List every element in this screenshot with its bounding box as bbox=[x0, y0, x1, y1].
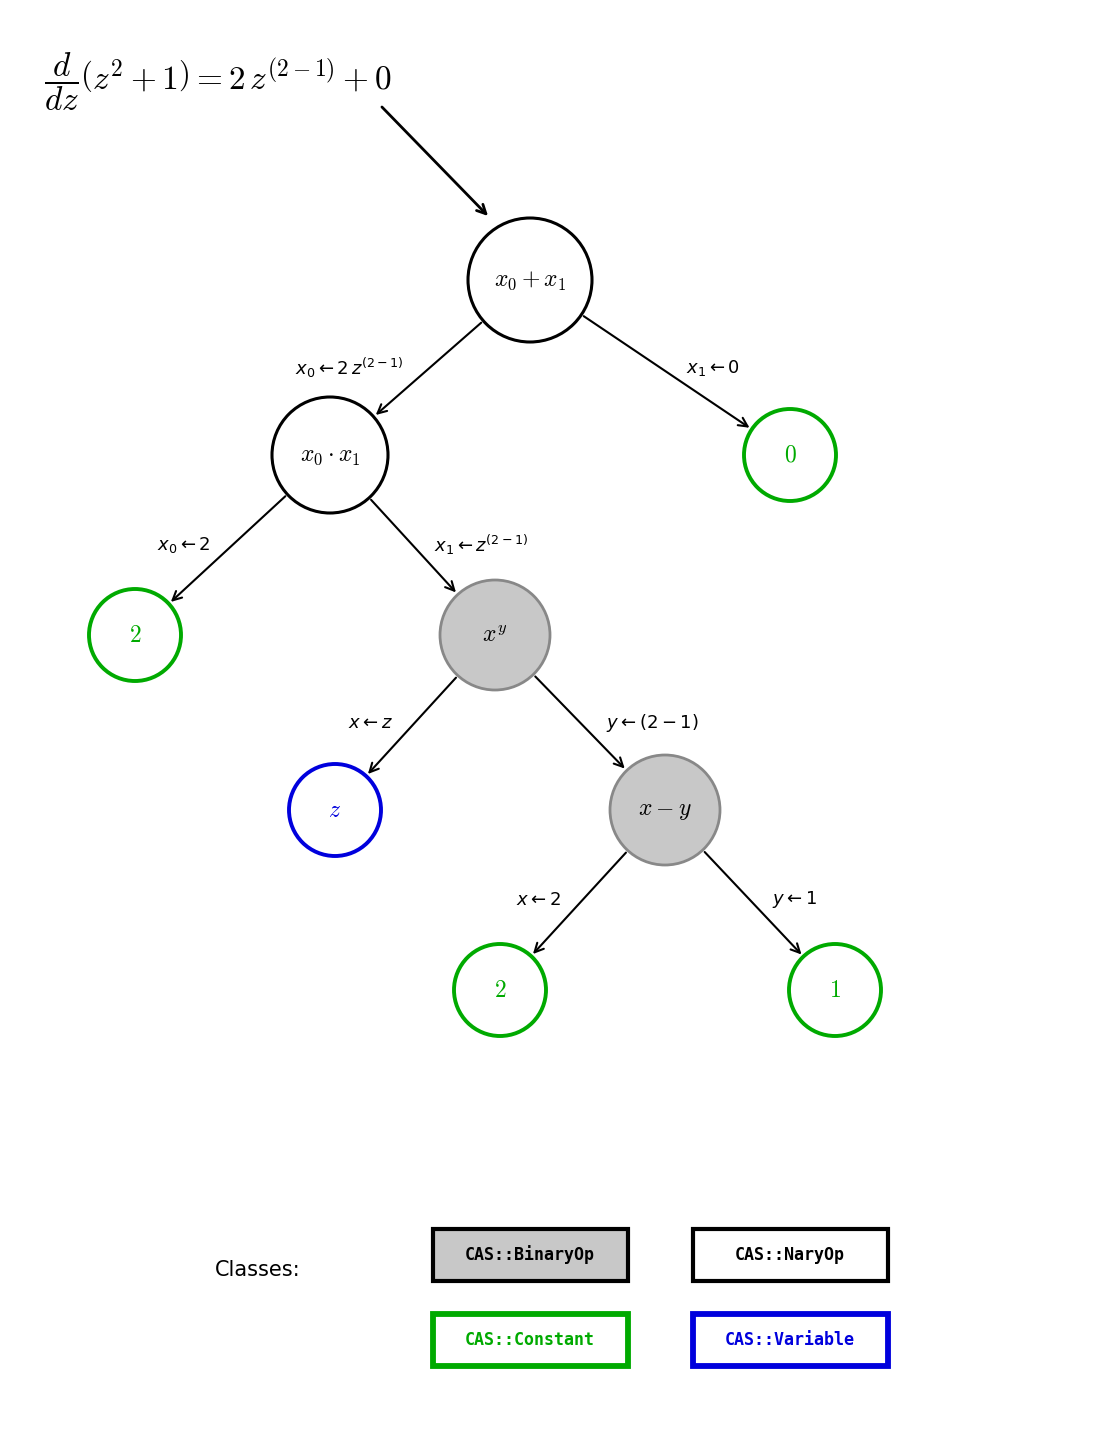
Circle shape bbox=[89, 589, 181, 682]
Circle shape bbox=[789, 943, 881, 1036]
Text: $y \leftarrow 1$: $y \leftarrow 1$ bbox=[772, 890, 817, 910]
Text: CAS::Constant: CAS::Constant bbox=[465, 1331, 595, 1349]
Text: $y \leftarrow (2-1)$: $y \leftarrow (2-1)$ bbox=[606, 712, 699, 734]
Text: $x_1 \leftarrow z^{(2-1)}$: $x_1 \leftarrow z^{(2-1)}$ bbox=[435, 532, 529, 557]
Text: $1$: $1$ bbox=[829, 978, 841, 1001]
FancyBboxPatch shape bbox=[433, 1314, 627, 1366]
Text: Classes:: Classes: bbox=[215, 1260, 301, 1281]
FancyBboxPatch shape bbox=[692, 1314, 888, 1366]
Text: $2$: $2$ bbox=[494, 978, 506, 1001]
Text: CAS::Variable: CAS::Variable bbox=[725, 1331, 855, 1349]
Circle shape bbox=[272, 396, 388, 514]
Text: $x_0 \leftarrow 2\,z^{(2-1)}$: $x_0 \leftarrow 2\,z^{(2-1)}$ bbox=[296, 356, 404, 379]
Text: CAS::NaryOp: CAS::NaryOp bbox=[735, 1246, 845, 1265]
Text: CAS::BinaryOp: CAS::BinaryOp bbox=[465, 1246, 595, 1265]
Circle shape bbox=[454, 943, 546, 1036]
Text: $x_0 \leftarrow 2$: $x_0 \leftarrow 2$ bbox=[157, 535, 210, 556]
Text: $\dfrac{d}{dz}\left(z^2+1\right) = 2\,z^{(2-1)} + 0$: $\dfrac{d}{dz}\left(z^2+1\right) = 2\,z^… bbox=[44, 51, 392, 113]
Text: $x_1 \leftarrow 0$: $x_1 \leftarrow 0$ bbox=[685, 357, 740, 378]
Text: $x_0 + x_1$: $x_0 + x_1$ bbox=[494, 268, 566, 292]
Text: $x^y$: $x^y$ bbox=[483, 624, 508, 647]
Text: $x \leftarrow z$: $x \leftarrow z$ bbox=[348, 713, 393, 732]
FancyBboxPatch shape bbox=[692, 1229, 888, 1281]
Circle shape bbox=[468, 218, 592, 341]
Text: $0$: $0$ bbox=[784, 443, 796, 467]
Circle shape bbox=[744, 410, 835, 501]
Text: $x - y$: $x - y$ bbox=[638, 797, 692, 822]
Text: $x \leftarrow 2$: $x \leftarrow 2$ bbox=[516, 891, 561, 909]
Text: $z$: $z$ bbox=[328, 797, 342, 822]
Text: $x_0 \cdot x_1$: $x_0 \cdot x_1$ bbox=[300, 443, 360, 467]
Text: $2$: $2$ bbox=[129, 624, 141, 647]
FancyBboxPatch shape bbox=[433, 1229, 627, 1281]
Circle shape bbox=[440, 580, 550, 690]
Circle shape bbox=[289, 764, 381, 857]
Circle shape bbox=[610, 755, 721, 865]
